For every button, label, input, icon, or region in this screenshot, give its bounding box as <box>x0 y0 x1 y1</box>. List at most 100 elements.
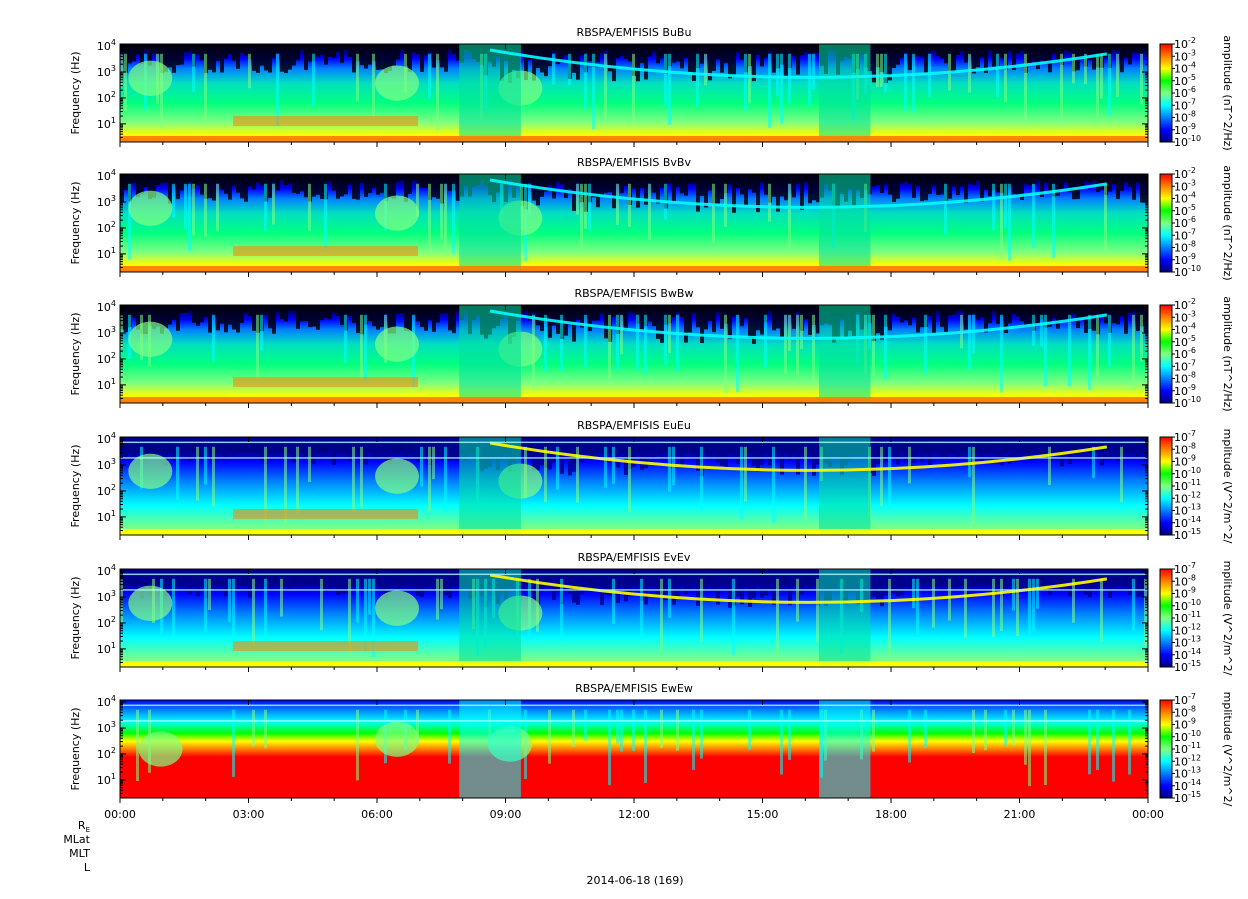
texture-column <box>680 44 684 69</box>
texture-column <box>1024 305 1028 328</box>
texture-column <box>984 437 988 446</box>
texture-column <box>752 174 756 193</box>
texture-column <box>964 44 968 63</box>
texture-streak <box>256 314 259 381</box>
texture-column <box>564 569 568 584</box>
texture-column <box>796 174 800 184</box>
texture-column <box>364 305 368 325</box>
texture-streak <box>320 578 323 631</box>
texture-column <box>176 174 180 200</box>
texture-column <box>780 437 784 475</box>
texture-column <box>672 305 676 317</box>
texture-column <box>520 437 524 453</box>
texture-column <box>308 44 312 62</box>
colorbar-tick-label: 10-4 <box>1174 61 1196 76</box>
texture-column <box>292 174 296 193</box>
texture-streak <box>1008 183 1011 261</box>
texture-column <box>420 305 424 327</box>
texture-column <box>1060 305 1064 321</box>
texture-column <box>1080 437 1084 443</box>
texture-column <box>556 569 560 592</box>
texture-column <box>892 174 896 202</box>
texture-column <box>384 437 388 461</box>
texture-streak <box>704 53 707 86</box>
burst-region <box>459 305 521 403</box>
texture-column <box>332 305 336 313</box>
texture-column <box>368 44 372 65</box>
texture-column <box>200 305 204 323</box>
horizontal-line <box>120 704 1148 707</box>
texture-column <box>900 569 904 596</box>
texture-column <box>740 44 744 60</box>
y-tick-label: 102 <box>97 351 116 366</box>
texture-column <box>560 437 564 474</box>
texture-column <box>964 174 968 203</box>
texture-column <box>976 305 980 320</box>
texture-column <box>160 437 164 453</box>
texture-column <box>248 44 252 60</box>
texture-column <box>432 305 436 332</box>
texture-streak <box>880 446 883 507</box>
texture-column <box>880 174 884 193</box>
texture-column <box>1072 305 1076 314</box>
texture-column <box>1064 174 1068 182</box>
colorbar-label: amplitude (nT^2/Hz) <box>1221 165 1234 280</box>
texture-column <box>1016 174 1020 197</box>
texture-column <box>188 437 192 461</box>
texture-streak <box>1108 314 1111 367</box>
texture-column <box>548 174 552 186</box>
texture-column <box>684 44 688 59</box>
texture-column <box>908 569 912 591</box>
texture-column <box>380 437 384 457</box>
texture-column <box>1132 174 1136 200</box>
texture-streak <box>440 578 443 610</box>
texture-column <box>984 44 988 73</box>
spectrogram-image <box>120 174 1148 272</box>
texture-column <box>564 44 568 55</box>
colorbar <box>1159 173 1173 273</box>
texture-column <box>952 305 956 315</box>
texture-column <box>528 437 532 459</box>
texture-column <box>276 305 280 312</box>
texture-streak <box>580 183 583 249</box>
texture-column <box>200 44 204 61</box>
texture-column <box>952 569 956 589</box>
texture-column <box>260 569 264 586</box>
texture-column <box>128 569 132 582</box>
texture-column <box>440 437 444 461</box>
texture-column <box>740 305 744 327</box>
texture-column <box>336 305 340 316</box>
texture-streak <box>616 709 619 744</box>
colorbar-tick-label: 10-6 <box>1174 346 1196 361</box>
texture-column <box>136 174 140 198</box>
texture-column <box>188 44 192 51</box>
texture-column <box>664 569 668 601</box>
texture-column <box>272 174 276 183</box>
texture-column <box>396 44 400 60</box>
texture-column <box>936 174 940 195</box>
texture-streak <box>356 578 359 623</box>
horizontal-line <box>120 573 1148 576</box>
texture-column <box>964 437 968 444</box>
texture-column <box>248 305 252 317</box>
texture-column <box>612 437 616 451</box>
texture-column <box>432 174 436 198</box>
texture-column <box>624 174 628 186</box>
texture-column <box>1060 174 1064 190</box>
texture-column <box>200 569 204 586</box>
low-freq-band <box>120 266 1148 272</box>
texture-column <box>284 305 288 322</box>
texture-column <box>956 44 960 55</box>
texture-column <box>568 569 572 594</box>
texture-column <box>624 569 628 602</box>
burst-region <box>459 174 521 272</box>
hiss-blob <box>375 326 419 362</box>
texture-column <box>348 44 352 57</box>
texture-column <box>1020 305 1024 322</box>
texture-streak <box>876 53 879 87</box>
texture-streak <box>724 314 727 394</box>
texture-column <box>740 569 744 605</box>
colorbar-tick-label: 10-10 <box>1174 598 1201 613</box>
texture-column <box>264 569 268 575</box>
texture-column <box>1000 437 1004 466</box>
